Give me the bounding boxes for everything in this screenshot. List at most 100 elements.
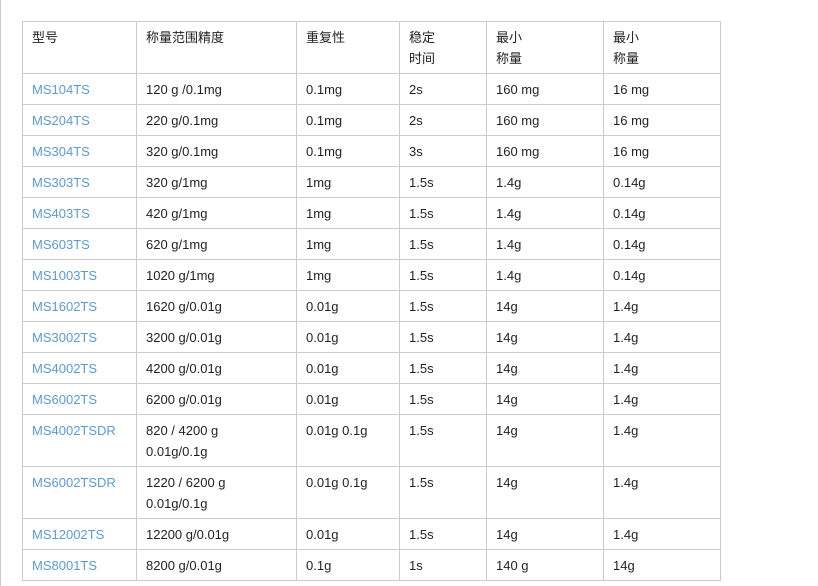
- table-row: MS6002TSDR 1220 / 6200 g 0.01g/0.1g 0.01g …: [22, 466, 721, 519]
- cell-repeatability: 1mg: [296, 197, 400, 229]
- cell-repeatability: 0.01g: [296, 290, 400, 322]
- cell-model: MS8001TS: [22, 549, 137, 581]
- header-model: 型号: [22, 21, 137, 74]
- cell-repeatability: 1mg: [296, 166, 400, 198]
- cell-repeatability: 0.01g: [296, 383, 400, 415]
- model-link[interactable]: MS6002TS: [32, 392, 98, 407]
- cell-model: MS12002TS: [22, 518, 137, 550]
- cell-settling-time: 1.5s: [399, 383, 487, 415]
- cell-model: MS6002TSDR: [22, 466, 137, 519]
- header-repeatability: 重复性: [296, 21, 400, 74]
- cell-min-weight-1: 14g: [486, 414, 604, 467]
- cell-repeatability: 1mg: [296, 228, 400, 260]
- cell-settling-time: 2s: [399, 73, 487, 105]
- cell-settling-time: 1.5s: [399, 466, 487, 519]
- model-link[interactable]: MS603TS: [32, 237, 90, 252]
- cell-range-precision: 420 g/1mg: [136, 197, 297, 229]
- cell-min-weight-2: 1.4g: [603, 518, 721, 550]
- cell-model: MS104TS: [22, 73, 137, 105]
- cell-settling-time: 1.5s: [399, 166, 487, 198]
- cell-min-weight-2: 1.4g: [603, 466, 721, 519]
- cell-settling-time: 1.5s: [399, 259, 487, 291]
- cell-range-precision: 120 g /0.1mg: [136, 73, 297, 105]
- table-row: MS104TS 120 g /0.1mg 0.1mg 2s 160 mg 16 mg: [22, 73, 721, 105]
- cell-min-weight-1: 1.4g: [486, 166, 604, 198]
- table-row: MS4002TS 4200 g/0.01g 0.01g 1.5s 14g 1.4g: [22, 352, 721, 384]
- model-link[interactable]: MS4002TSDR: [32, 423, 116, 438]
- left-border: [0, 0, 1, 586]
- cell-min-weight-2: 1.4g: [603, 383, 721, 415]
- cell-min-weight-1: 1.4g: [486, 228, 604, 260]
- cell-model: MS304TS: [22, 135, 137, 167]
- model-link[interactable]: MS8001TS: [32, 558, 98, 573]
- cell-min-weight-1: 160 mg: [486, 73, 604, 105]
- model-link[interactable]: MS1003TS: [32, 268, 98, 283]
- table-row: MS12002TS 12200 g/0.01g 0.01g 1.5s 14g 1.4g: [22, 518, 721, 550]
- cell-min-weight-1: 14g: [486, 518, 604, 550]
- cell-repeatability: 0.1g: [296, 549, 400, 581]
- table-row: MS204TS 220 g/0.1mg 0.1mg 2s 160 mg 16 mg: [22, 104, 721, 136]
- cell-settling-time: 1.5s: [399, 290, 487, 322]
- model-link[interactable]: MS304TS: [32, 144, 90, 159]
- cell-min-weight-2: 16 mg: [603, 73, 721, 105]
- cell-min-weight-2: 16 mg: [603, 104, 721, 136]
- cell-repeatability: 0.01g: [296, 352, 400, 384]
- cell-min-weight-1: 160 mg: [486, 104, 604, 136]
- cell-settling-time: 2s: [399, 104, 487, 136]
- cell-model: MS1003TS: [22, 259, 137, 291]
- product-spec-table: 型号 称量范围精度 重复性 稳定 时间 最小 称量 最小 称量 MS104TS 120 g /…: [22, 21, 721, 581]
- table-row: MS603TS 620 g/1mg 1mg 1.5s 1.4g 0.14g: [22, 228, 721, 260]
- table-row: MS403TS 420 g/1mg 1mg 1.5s 1.4g 0.14g: [22, 197, 721, 229]
- cell-min-weight-2: 0.14g: [603, 228, 721, 260]
- cell-range-precision: 1620 g/0.01g: [136, 290, 297, 322]
- header-row: 型号 称量范围精度 重复性 稳定 时间 最小 称量 最小 称量: [22, 21, 721, 74]
- cell-settling-time: 1.5s: [399, 352, 487, 384]
- cell-min-weight-1: 160 mg: [486, 135, 604, 167]
- table-row: MS4002TSDR 820 / 4200 g 0.01g/0.1g 0.01g 0…: [22, 414, 721, 467]
- cell-range-precision: 12200 g/0.01g: [136, 518, 297, 550]
- model-link[interactable]: MS104TS: [32, 82, 90, 97]
- model-link[interactable]: MS6002TSDR: [32, 475, 116, 490]
- cell-settling-time: 1.5s: [399, 518, 487, 550]
- cell-min-weight-1: 14g: [486, 352, 604, 384]
- cell-model: MS3002TS: [22, 321, 137, 353]
- cell-settling-time: 1.5s: [399, 228, 487, 260]
- cell-range-precision: 620 g/1mg: [136, 228, 297, 260]
- table-row: MS6002TS 6200 g/0.01g 0.01g 1.5s 14g 1.4g: [22, 383, 721, 415]
- model-link[interactable]: MS204TS: [32, 113, 90, 128]
- cell-repeatability: 1mg: [296, 259, 400, 291]
- cell-model: MS4002TSDR: [22, 414, 137, 467]
- model-link[interactable]: MS303TS: [32, 175, 90, 190]
- cell-range-precision: 220 g/0.1mg: [136, 104, 297, 136]
- cell-min-weight-1: 14g: [486, 383, 604, 415]
- cell-range-precision: 1220 / 6200 g 0.01g/0.1g: [136, 466, 297, 519]
- header-range-precision: 称量范围精度: [136, 21, 297, 74]
- cell-min-weight-2: 1.4g: [603, 352, 721, 384]
- model-link[interactable]: MS4002TS: [32, 361, 98, 376]
- model-link[interactable]: MS3002TS: [32, 330, 98, 345]
- cell-range-precision: 320 g/1mg: [136, 166, 297, 198]
- model-link[interactable]: MS1602TS: [32, 299, 98, 314]
- header-min-weight-2: 最小 称量: [603, 21, 721, 74]
- cell-model: MS603TS: [22, 228, 137, 260]
- model-link[interactable]: MS403TS: [32, 206, 90, 221]
- cell-repeatability: 0.01g 0.1g: [296, 414, 400, 467]
- cell-repeatability: 0.01g 0.1g: [296, 466, 400, 519]
- table-row: MS304TS 320 g/0.1mg 0.1mg 3s 160 mg 16 mg: [22, 135, 721, 167]
- cell-repeatability: 0.1mg: [296, 135, 400, 167]
- cell-min-weight-1: 140 g: [486, 549, 604, 581]
- table-row: MS8001TS 8200 g/0.01g 0.1g 1s 140 g 14g: [22, 549, 721, 581]
- cell-min-weight-2: 1.4g: [603, 321, 721, 353]
- cell-range-precision: 8200 g/0.01g: [136, 549, 297, 581]
- cell-model: MS1602TS: [22, 290, 137, 322]
- model-link[interactable]: MS12002TS: [32, 527, 105, 542]
- cell-min-weight-2: 1.4g: [603, 290, 721, 322]
- cell-range-precision: 820 / 4200 g 0.01g/0.1g: [136, 414, 297, 467]
- cell-settling-time: 1.5s: [399, 321, 487, 353]
- table-row: MS3002TS 3200 g/0.01g 0.01g 1.5s 14g 1.4g: [22, 321, 721, 353]
- cell-range-precision: 6200 g/0.01g: [136, 383, 297, 415]
- cell-settling-time: 3s: [399, 135, 487, 167]
- cell-min-weight-2: 1.4g: [603, 414, 721, 467]
- table-row: MS303TS 320 g/1mg 1mg 1.5s 1.4g 0.14g: [22, 166, 721, 198]
- cell-settling-time: 1.5s: [399, 197, 487, 229]
